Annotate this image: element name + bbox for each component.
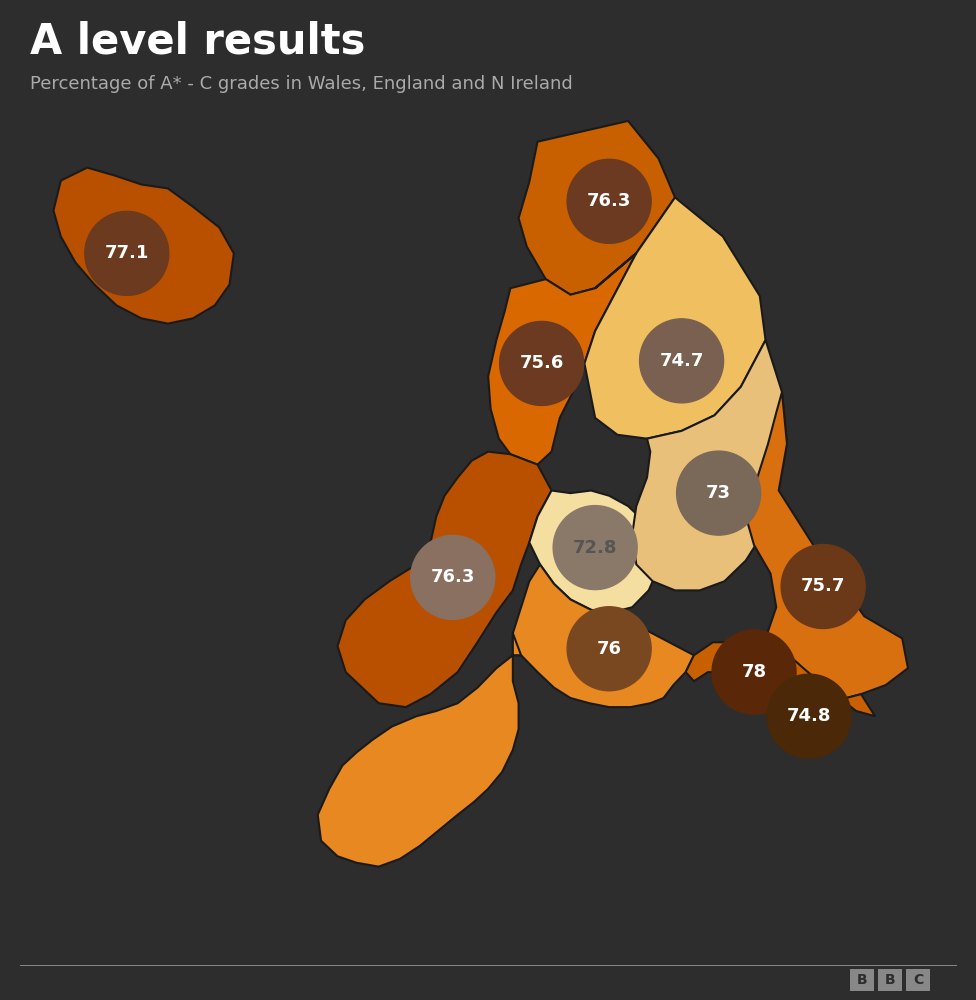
Text: A level results: A level results xyxy=(30,20,365,62)
FancyBboxPatch shape xyxy=(878,969,902,991)
Text: B: B xyxy=(857,973,868,987)
Polygon shape xyxy=(338,452,551,707)
Circle shape xyxy=(553,506,637,590)
Polygon shape xyxy=(721,646,795,698)
Polygon shape xyxy=(686,642,875,716)
Polygon shape xyxy=(488,253,636,465)
Text: B: B xyxy=(884,973,895,987)
Text: 76: 76 xyxy=(596,640,622,658)
Circle shape xyxy=(567,607,651,691)
Text: 75.7: 75.7 xyxy=(801,577,845,595)
Circle shape xyxy=(676,451,760,535)
Circle shape xyxy=(712,630,796,714)
Text: Percentage of A* - C grades in Wales, England and N Ireland: Percentage of A* - C grades in Wales, En… xyxy=(30,75,573,93)
FancyBboxPatch shape xyxy=(850,969,874,991)
Text: 78: 78 xyxy=(742,663,766,681)
Text: 76.3: 76.3 xyxy=(430,568,475,586)
Polygon shape xyxy=(54,168,234,324)
Text: 77.1: 77.1 xyxy=(104,244,149,262)
Circle shape xyxy=(85,211,169,295)
FancyBboxPatch shape xyxy=(906,969,930,991)
Circle shape xyxy=(567,159,651,243)
Polygon shape xyxy=(512,564,694,707)
Text: 76.3: 76.3 xyxy=(587,192,631,210)
Polygon shape xyxy=(746,392,908,707)
Text: 74.8: 74.8 xyxy=(787,707,832,725)
Polygon shape xyxy=(632,340,787,590)
Polygon shape xyxy=(318,633,521,867)
Polygon shape xyxy=(529,491,659,612)
Text: 74.7: 74.7 xyxy=(660,352,704,370)
Circle shape xyxy=(767,674,851,758)
Circle shape xyxy=(500,321,584,405)
Circle shape xyxy=(411,535,495,619)
Text: C: C xyxy=(913,973,923,987)
Text: 72.8: 72.8 xyxy=(573,539,618,557)
Text: 73: 73 xyxy=(706,484,731,502)
Circle shape xyxy=(639,319,723,403)
Text: 75.6: 75.6 xyxy=(519,354,564,372)
Polygon shape xyxy=(518,121,675,295)
Polygon shape xyxy=(585,197,765,439)
Circle shape xyxy=(781,544,865,628)
